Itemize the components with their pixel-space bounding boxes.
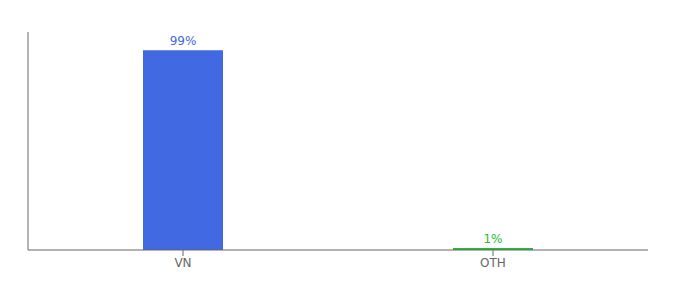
svg-text:1%: 1% (483, 232, 502, 246)
svg-text:99%: 99% (170, 34, 197, 48)
svg-text:VN: VN (174, 256, 191, 270)
svg-text:OTH: OTH (480, 256, 506, 270)
